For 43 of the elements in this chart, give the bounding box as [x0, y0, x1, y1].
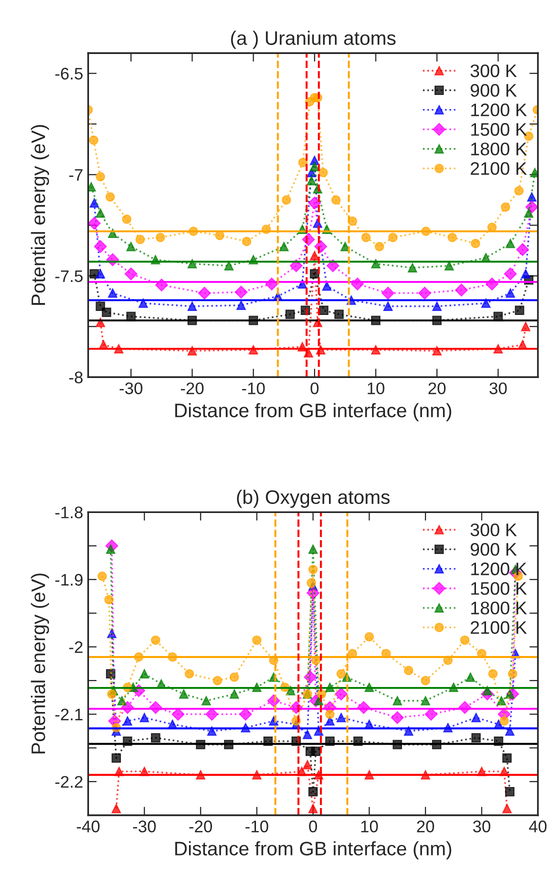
x-tick-label: 20: [417, 820, 434, 832]
legend-label: 2100 K: [470, 621, 527, 634]
legend-label: 1500 K: [471, 582, 527, 595]
chart-title: (a ) Uranium atoms: [231, 30, 396, 49]
x-tick-label: 30: [490, 382, 507, 394]
y-tick-label: -1.9: [55, 574, 83, 586]
x-tick-label: 0: [309, 820, 318, 832]
legend-label: 900 K: [470, 84, 517, 97]
legend-label: 1200 K: [471, 104, 527, 116]
y-tick-label: -2: [69, 641, 82, 653]
x-tick-label: 30: [473, 820, 490, 832]
x-tick-label: 40: [529, 820, 547, 832]
legend-label: 1200 K: [471, 562, 527, 576]
x-tick-label: -30: [120, 382, 142, 394]
x-tick-label: -20: [189, 820, 212, 832]
y-tick-label: -2.2: [55, 776, 82, 788]
y-tick-label: -7: [69, 169, 82, 181]
x-tick-label: -10: [242, 382, 265, 394]
legend-label: 300 K: [470, 523, 517, 536]
y-axis-title: Potential energy (eV): [30, 574, 50, 754]
legend-label: 1800 K: [471, 142, 527, 156]
x-tick-label: 10: [361, 820, 378, 832]
x-tick-label: -20: [180, 382, 204, 394]
x-tick-label: 10: [368, 382, 384, 394]
legend-label: 300 K: [470, 64, 517, 78]
x-tick-label: 20: [428, 382, 446, 394]
x-tick-label: -30: [133, 820, 156, 832]
y-tick-label: -6.5: [55, 68, 83, 80]
legend-label: 2100 K: [470, 162, 527, 175]
y-tick-label: -7.5: [55, 270, 83, 282]
legend-label: 900 K: [470, 543, 517, 556]
legend-label: 1800 K: [471, 602, 527, 614]
y-tick-label: -2.1: [55, 708, 82, 720]
y-axis-title: Potential energy (eV): [30, 125, 50, 305]
x-axis-title: Distance from GB interface (nm): [175, 403, 452, 422]
x-tick-label: 0: [310, 382, 319, 394]
y-tick-label: -1.8: [55, 506, 83, 518]
chart-title: (b) Oxygen atoms: [236, 490, 390, 508]
y-tick-label: -8: [69, 372, 83, 384]
x-axis-title: Distance from GB interface (nm): [175, 841, 452, 860]
x-tick-label: -10: [246, 820, 268, 832]
x-tick-label: -40: [76, 820, 100, 832]
legend-label: 1500 K: [471, 123, 527, 136]
